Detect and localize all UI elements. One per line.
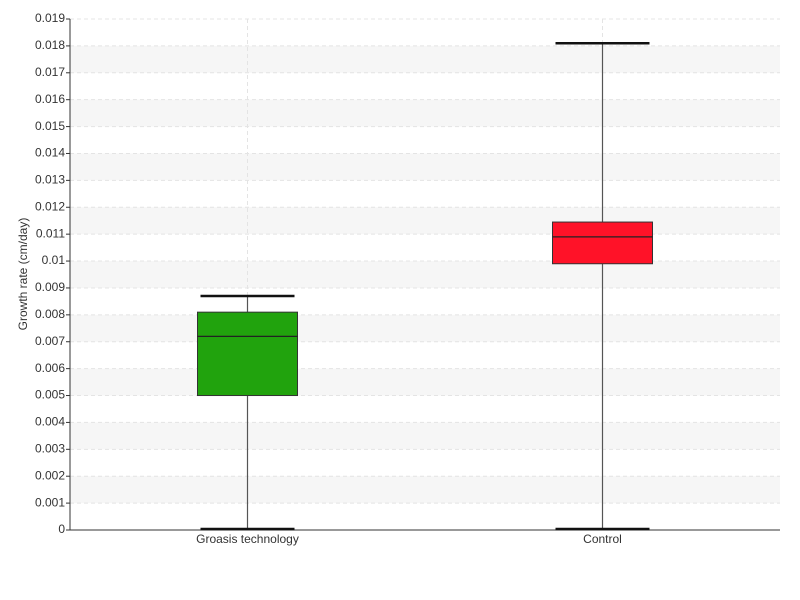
y-tick-label: 0.01 <box>42 253 66 267</box>
grid-band <box>70 314 780 342</box>
grid-band <box>70 368 780 396</box>
y-tick-label: 0.018 <box>35 38 65 52</box>
grid-band <box>70 476 780 504</box>
y-tick-label: 0.019 <box>35 11 65 25</box>
box <box>552 221 653 265</box>
y-tick-label: 0.008 <box>35 307 65 321</box>
y-tick-label: 0.009 <box>35 280 65 294</box>
y-tick-label: 0.012 <box>35 199 65 213</box>
y-tick-label: 0.015 <box>35 119 65 133</box>
box <box>197 311 298 397</box>
y-tick-label: 0.003 <box>35 441 65 455</box>
y-tick-label: 0.013 <box>35 173 65 187</box>
y-tick-label: 0.005 <box>35 388 65 402</box>
grid-band <box>70 261 780 288</box>
y-axis-label: Growth rate (cm/day) <box>16 218 30 331</box>
y-tick-label: 0.007 <box>35 334 65 348</box>
grid-band <box>70 422 780 450</box>
y-tick-label: 0.004 <box>35 415 65 429</box>
y-tick-label: 0 <box>58 522 65 536</box>
y-tick-label: 0.017 <box>35 65 65 79</box>
grid-band <box>70 153 780 181</box>
grid-band <box>70 45 780 73</box>
y-tick-label: 0.011 <box>36 226 65 240</box>
y-tick-label: 0.014 <box>35 146 65 160</box>
x-tick-label: Groasis technology <box>196 532 299 546</box>
y-tick-label: 0.016 <box>35 92 65 106</box>
grid-band <box>70 99 780 127</box>
y-tick-label: 0.002 <box>35 468 65 482</box>
x-tick-label: Control <box>583 532 622 546</box>
y-tick-label: 0.001 <box>35 495 65 509</box>
y-tick-label: 0.006 <box>35 361 65 375</box>
grid-band <box>70 207 780 235</box>
